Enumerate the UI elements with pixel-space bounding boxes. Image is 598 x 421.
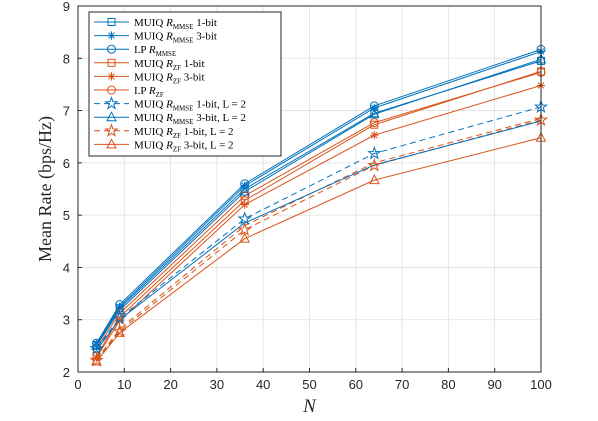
y-axis-ticks: 2 3 4 5 6 7 8 9 xyxy=(63,0,82,380)
x-tick-label: 40 xyxy=(256,377,270,392)
series-line-5 xyxy=(96,71,542,349)
x-tick-label: 20 xyxy=(163,377,177,392)
legend-marker xyxy=(107,58,116,67)
legend-entry: I.P RZF xyxy=(134,85,164,99)
legend-entry: MUIQ RZF 1-bit xyxy=(134,58,205,72)
data-point xyxy=(240,179,250,189)
legend-entry: MUIQ RZF 3-bit, L = 2 xyxy=(134,139,234,153)
y-axis-label: Mean Rate (bps/Hz) xyxy=(35,116,56,262)
x-tick-label: 100 xyxy=(530,377,552,392)
x-axis-ticks: 0 10 20 30 40 50 60 70 80 90 100 xyxy=(74,368,552,392)
y-tick-label: 5 xyxy=(63,208,70,223)
data-point xyxy=(91,339,102,350)
x-tick-label: 50 xyxy=(302,377,316,392)
data-point xyxy=(114,304,126,315)
series-line-10 xyxy=(96,117,542,360)
series-line-9 xyxy=(96,137,542,362)
data-point xyxy=(237,211,252,225)
data-point xyxy=(112,323,127,338)
legend-marker xyxy=(107,31,116,40)
data-point xyxy=(114,326,126,337)
y-tick-label: 9 xyxy=(63,0,70,14)
data-point xyxy=(367,157,382,172)
y-tick-label: 3 xyxy=(63,313,70,328)
legend-entry: MUIQ RMMSE 1-bit xyxy=(134,17,217,31)
legend-entry: MUIQ RZF 1-bit, L = 2 xyxy=(134,126,234,140)
legend-marker xyxy=(104,123,119,137)
data-point xyxy=(92,338,102,348)
x-tick-label: 30 xyxy=(210,377,224,392)
x-tick-label: 10 xyxy=(117,377,131,392)
legend-marker xyxy=(107,18,116,26)
legend-marker xyxy=(104,96,119,110)
legend-marker xyxy=(106,138,117,149)
legend-marker xyxy=(106,111,117,122)
data-point xyxy=(89,352,104,367)
data-point xyxy=(240,200,249,209)
legend-marker xyxy=(107,44,116,54)
legend-entry: MUIQ RZF 3-bit xyxy=(134,71,205,85)
data-point xyxy=(369,118,379,128)
legend-entry: MUIQ RMMSE 3-bit, L = 2 xyxy=(134,112,246,126)
x-tick-label: 80 xyxy=(441,377,455,392)
data-point xyxy=(115,300,125,310)
data-point xyxy=(368,174,380,185)
data-point xyxy=(239,232,251,243)
legend-marker xyxy=(107,72,116,81)
legend-entry: I.P RMMSE xyxy=(134,44,176,58)
data-point xyxy=(240,191,250,201)
x-axis-label: N xyxy=(302,396,317,417)
x-tick-label: 0 xyxy=(74,377,81,392)
data-point xyxy=(91,355,102,366)
x-tick-label: 60 xyxy=(349,377,363,392)
legend-marker xyxy=(107,85,116,95)
data-point xyxy=(370,103,379,113)
data-point xyxy=(237,222,252,236)
y-tick-label: 6 xyxy=(63,156,70,171)
data-point xyxy=(367,145,382,160)
y-tick-label: 7 xyxy=(63,104,70,119)
legend-entry: MUIQ RMMSE 1-bit, L = 2 xyxy=(134,99,246,113)
y-tick-label: 4 xyxy=(63,260,70,275)
x-tick-label: 70 xyxy=(395,377,409,392)
series-line-6 xyxy=(96,106,542,349)
y-tick-label: 2 xyxy=(63,365,70,380)
data-point xyxy=(370,130,379,140)
data-point xyxy=(368,108,380,119)
x-tick-label: 90 xyxy=(487,377,501,392)
data-point xyxy=(239,185,251,196)
data-point xyxy=(112,310,127,325)
legend-entry: MUIQ RMMSE 3-bit xyxy=(134,31,217,45)
data-point xyxy=(89,340,104,355)
y-tick-label: 8 xyxy=(63,51,70,66)
series-markers xyxy=(89,44,549,367)
